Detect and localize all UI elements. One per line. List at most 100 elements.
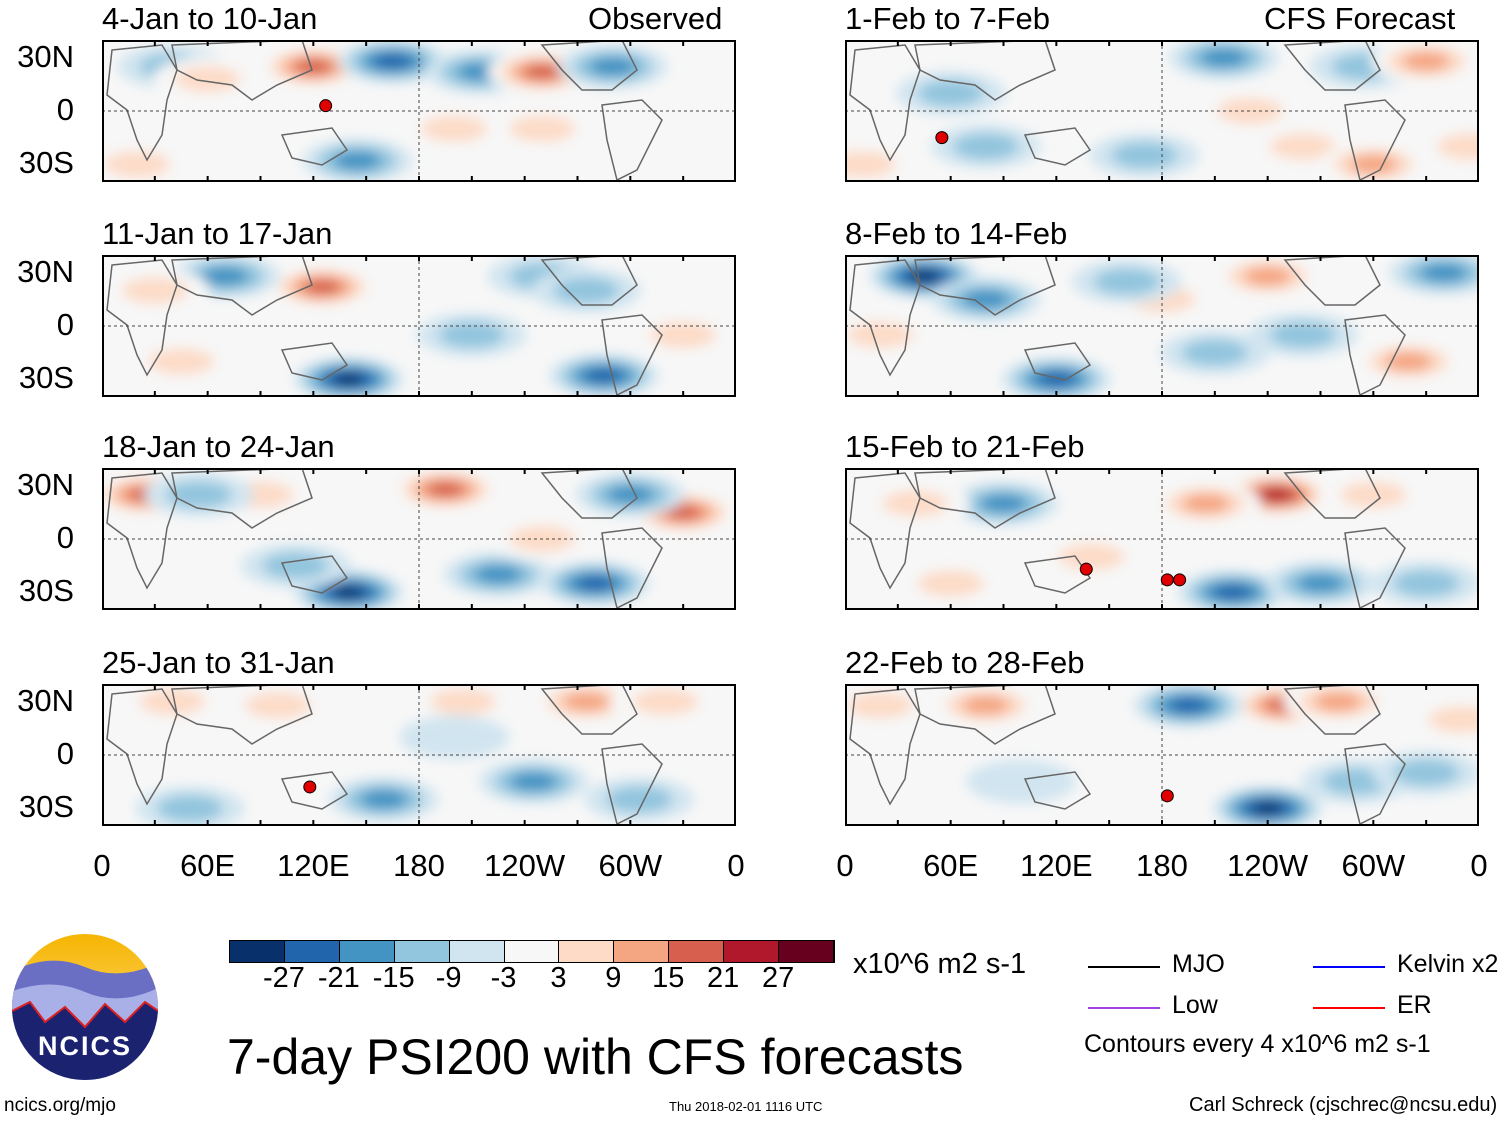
anomaly-contour: [148, 348, 215, 375]
legend-label: ER: [1397, 991, 1432, 1019]
colorbar-swatch: [284, 941, 340, 962]
lat-label: 30N: [17, 682, 74, 718]
anomaly-contour: [1170, 697, 1207, 713]
panel-title: 1-Feb to 7-Feb: [845, 1, 1051, 36]
anomaly-contour: [962, 695, 1010, 715]
anomaly-contour: [847, 321, 914, 349]
colorbar-tick-label: -27: [262, 962, 305, 994]
lat-label: 30S: [18, 573, 74, 609]
anomaly-contour: [1393, 570, 1460, 597]
coastline: [849, 688, 921, 806]
anomaly-contour: [523, 64, 561, 80]
coastline: [914, 40, 1056, 101]
anomaly-contour: [399, 715, 510, 760]
anomaly-contour: [966, 759, 1077, 804]
psi200-map-panel: [845, 468, 1479, 610]
anomaly-contour: [1252, 802, 1283, 815]
anomaly-contour: [1269, 321, 1336, 349]
legend-line: [1088, 966, 1160, 968]
lat-label: 0: [56, 307, 74, 342]
legend-label: Kelvin x2: [1397, 950, 1499, 978]
coastline: [1023, 342, 1092, 381]
colorbar-tick-label: 21: [707, 962, 740, 994]
lon-label: 120W: [1227, 848, 1309, 883]
tropical-cyclone-icon: [1173, 573, 1187, 587]
colorbar-tick-label: 3: [550, 962, 567, 994]
anomaly-contour: [201, 266, 249, 286]
colorbar-tick-label: 27: [761, 962, 795, 994]
coastline: [280, 127, 349, 166]
colorbar-swatch: [230, 941, 285, 962]
lon-label: 60W: [1341, 848, 1406, 883]
cfs-forecast-label: CFS Forecast: [1264, 1, 1456, 36]
colorbar-tick-label: 15: [652, 962, 685, 994]
colorbar-tick-label: -9: [435, 962, 462, 994]
coastline: [1283, 684, 1381, 735]
panel-title: 8-Feb to 14-Feb: [845, 216, 1068, 251]
anomaly-contour: [1181, 339, 1248, 366]
anomaly-contour: [427, 481, 464, 497]
anomaly-contour: [509, 772, 558, 792]
anomaly-contour: [1437, 133, 1479, 160]
legend-line: [1313, 966, 1385, 968]
coastline: [914, 255, 1056, 316]
figure-title: 7-day PSI200 with CFS forecasts: [227, 1029, 964, 1085]
colorbar-swatch: [669, 941, 725, 962]
lat-label: 30S: [18, 145, 74, 181]
anomaly-contour: [664, 505, 702, 520]
lon-label: 180: [393, 848, 445, 883]
anomaly-contour: [917, 570, 984, 597]
anomaly-contour: [845, 151, 896, 178]
anomaly-contour: [1314, 692, 1362, 712]
anomaly-contour: [1038, 371, 1075, 387]
anomaly-contour: [589, 57, 637, 77]
coastline: [280, 555, 349, 594]
anomaly-contour: [360, 789, 408, 809]
tropical-cyclone-icon: [1160, 789, 1174, 803]
coastline: [540, 40, 638, 91]
coastline: [849, 472, 921, 590]
panel-title: 4-Jan to 10-Jan: [102, 1, 318, 36]
anomaly-contour: [174, 65, 241, 93]
anomaly-contour: [1200, 48, 1248, 68]
ncics-logo[interactable]: NCICS: [10, 932, 160, 1082]
footer-url[interactable]: ncics.org/mjo: [4, 1095, 116, 1116]
tropical-cyclone-icon: [303, 780, 317, 794]
lat-label: 30S: [18, 360, 74, 396]
colorbar-tick-label: -21: [317, 962, 360, 994]
logo-text: NCICS: [38, 1031, 132, 1061]
coastline: [171, 40, 313, 101]
anomaly-contour: [576, 576, 614, 591]
anomaly-contour: [1214, 584, 1251, 600]
anomaly-contour: [562, 692, 610, 712]
colorbar-swatch: [614, 941, 670, 962]
anomaly-contour: [1244, 266, 1292, 286]
anomaly-contour: [295, 59, 332, 74]
anomaly-contour: [650, 321, 717, 349]
tropical-cyclone-icon: [319, 99, 333, 113]
coastline: [280, 342, 349, 381]
lon-label: 120W: [484, 848, 566, 883]
lon-label: 60W: [598, 848, 663, 883]
lat-label: 0: [56, 92, 74, 127]
anomaly-contour: [1393, 759, 1460, 786]
footer-author: Carl Schreck (cjschrec@ncsu.edu): [1189, 1094, 1498, 1116]
anomaly-contour: [1420, 263, 1468, 283]
coastline: [914, 468, 1056, 529]
coastline: [540, 684, 638, 735]
coastline: [106, 44, 178, 162]
anomaly-contour: [585, 368, 623, 384]
anomaly-contour: [262, 552, 329, 579]
anomaly-contour: [438, 321, 505, 349]
colorbar-swatch: [394, 941, 450, 962]
psi200-map-panel: [102, 255, 736, 397]
lat-label: 30N: [17, 466, 74, 502]
colorbar-swatch: [449, 941, 505, 962]
coastline: [106, 688, 178, 806]
coastline: [1344, 527, 1406, 610]
coastline: [849, 44, 921, 162]
colorbar-swatch: [504, 941, 560, 962]
anomaly-contour: [917, 80, 984, 107]
anomaly-contour: [1217, 97, 1284, 125]
anomaly-contour: [303, 279, 341, 295]
